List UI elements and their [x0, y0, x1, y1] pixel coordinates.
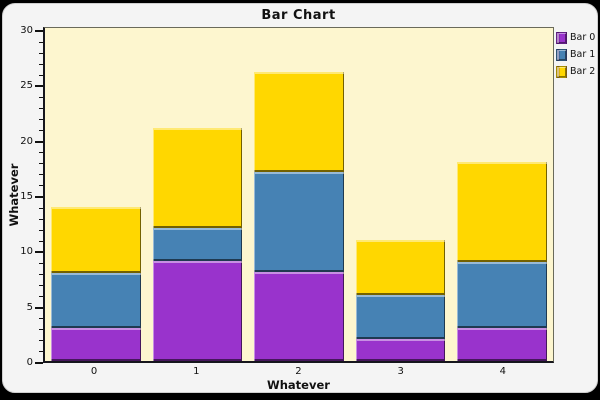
- bar-segment: [152, 228, 243, 261]
- bar-slot: [147, 28, 249, 361]
- y-axis-tick: [35, 196, 43, 198]
- y-axis-tick: [39, 218, 43, 220]
- y-axis-tick: [39, 152, 43, 154]
- y-axis-tick: [35, 251, 43, 254]
- stacked-bar: [355, 240, 446, 361]
- y-axis-tick: [39, 340, 43, 342]
- legend-item: Bar 2: [556, 63, 595, 80]
- legend-swatch: [556, 65, 567, 78]
- y-axis-tick: [35, 30, 43, 32]
- x-axis-tick-label: 0: [90, 366, 98, 377]
- plot-area[interactable]: [43, 27, 554, 363]
- bar-segment: [51, 207, 141, 273]
- y-axis-tick: [39, 163, 43, 165]
- y-axis-tick-labels: 0 5 10 15 20 25 30: [13, 25, 33, 375]
- y-axis-tick: [39, 318, 43, 320]
- legend-item: Bar 1: [556, 46, 595, 63]
- bar-segment: [457, 328, 547, 361]
- bar-segment: [152, 261, 243, 361]
- bar-segment: [457, 262, 547, 328]
- y-axis-tick: [35, 85, 43, 88]
- y-axis-tick-label: 20: [20, 135, 33, 147]
- legend-swatch: [556, 48, 567, 61]
- x-axis-tick-label: 1: [193, 366, 200, 377]
- bar-segment: [51, 328, 141, 361]
- bar-segment: [254, 72, 344, 172]
- y-axis-tick: [39, 130, 43, 132]
- bar-segment: [254, 272, 344, 361]
- y-axis-tick: [39, 119, 43, 121]
- y-axis-ticks: [34, 27, 43, 364]
- y-axis-tick: [39, 207, 43, 209]
- y-axis-tick: [39, 229, 43, 231]
- legend-label: Bar 2: [570, 66, 596, 77]
- y-axis-tick-label: 30: [20, 25, 33, 36]
- legend: Bar 0 Bar 1 Bar 2: [556, 29, 595, 80]
- bar-segment: [51, 273, 141, 328]
- bar-segment: [355, 295, 446, 339]
- y-axis-tick: [39, 74, 43, 76]
- legend-label: Bar 0: [570, 32, 596, 43]
- y-axis-tick: [39, 63, 43, 65]
- legend-swatch: [556, 31, 567, 44]
- y-axis-tick: [39, 240, 43, 242]
- stacked-bar: [457, 162, 547, 361]
- y-axis-tick: [39, 52, 43, 54]
- y-axis-tick: [39, 351, 43, 353]
- y-axis-tick: [39, 329, 43, 331]
- y-axis-tick: [39, 174, 43, 176]
- y-axis-tick: [39, 262, 43, 264]
- bar-slot: [451, 28, 553, 361]
- x-axis-tick-label: 4: [499, 366, 507, 377]
- legend-label: Bar 1: [570, 49, 596, 60]
- x-axis-tick-label: 2: [295, 366, 302, 377]
- bar-segment: [254, 172, 344, 272]
- bars-container: [45, 28, 553, 361]
- chart-title: Bar Chart: [261, 8, 336, 23]
- y-axis-tick: [39, 107, 43, 109]
- legend-item: Bar 0: [556, 29, 595, 46]
- y-axis-tick: [35, 306, 43, 309]
- stacked-bar: [51, 207, 141, 361]
- y-axis-tick: [39, 41, 43, 43]
- y-axis-tick-label: 10: [20, 246, 33, 258]
- y-axis-tick-label: 5: [26, 301, 33, 313]
- y-axis-tick-label: 0: [26, 357, 33, 368]
- bar-segment: [457, 162, 547, 262]
- bar-segment: [355, 240, 446, 295]
- stacked-bar: [152, 128, 243, 361]
- bar-slot: [350, 28, 452, 361]
- y-axis-tick: [35, 362, 43, 364]
- y-axis-tick-label: 15: [20, 191, 33, 202]
- y-axis-tick-label: 25: [20, 80, 33, 92]
- x-axis-tick-labels: 0 1 2 3 4: [43, 366, 554, 377]
- x-axis-title: Whatever: [267, 378, 330, 392]
- y-axis-tick: [39, 296, 43, 298]
- y-axis-tick: [39, 285, 43, 287]
- stacked-bar: [254, 72, 344, 361]
- y-axis-tick: [35, 140, 43, 143]
- y-axis-tick: [39, 185, 43, 187]
- bar-slot: [248, 28, 350, 361]
- y-axis-tick: [39, 96, 43, 98]
- x-axis-tick-label: 3: [397, 366, 404, 377]
- bar-slot: [45, 28, 147, 361]
- bar-segment: [152, 128, 243, 228]
- bar-segment: [355, 339, 446, 361]
- y-axis-tick: [39, 273, 43, 275]
